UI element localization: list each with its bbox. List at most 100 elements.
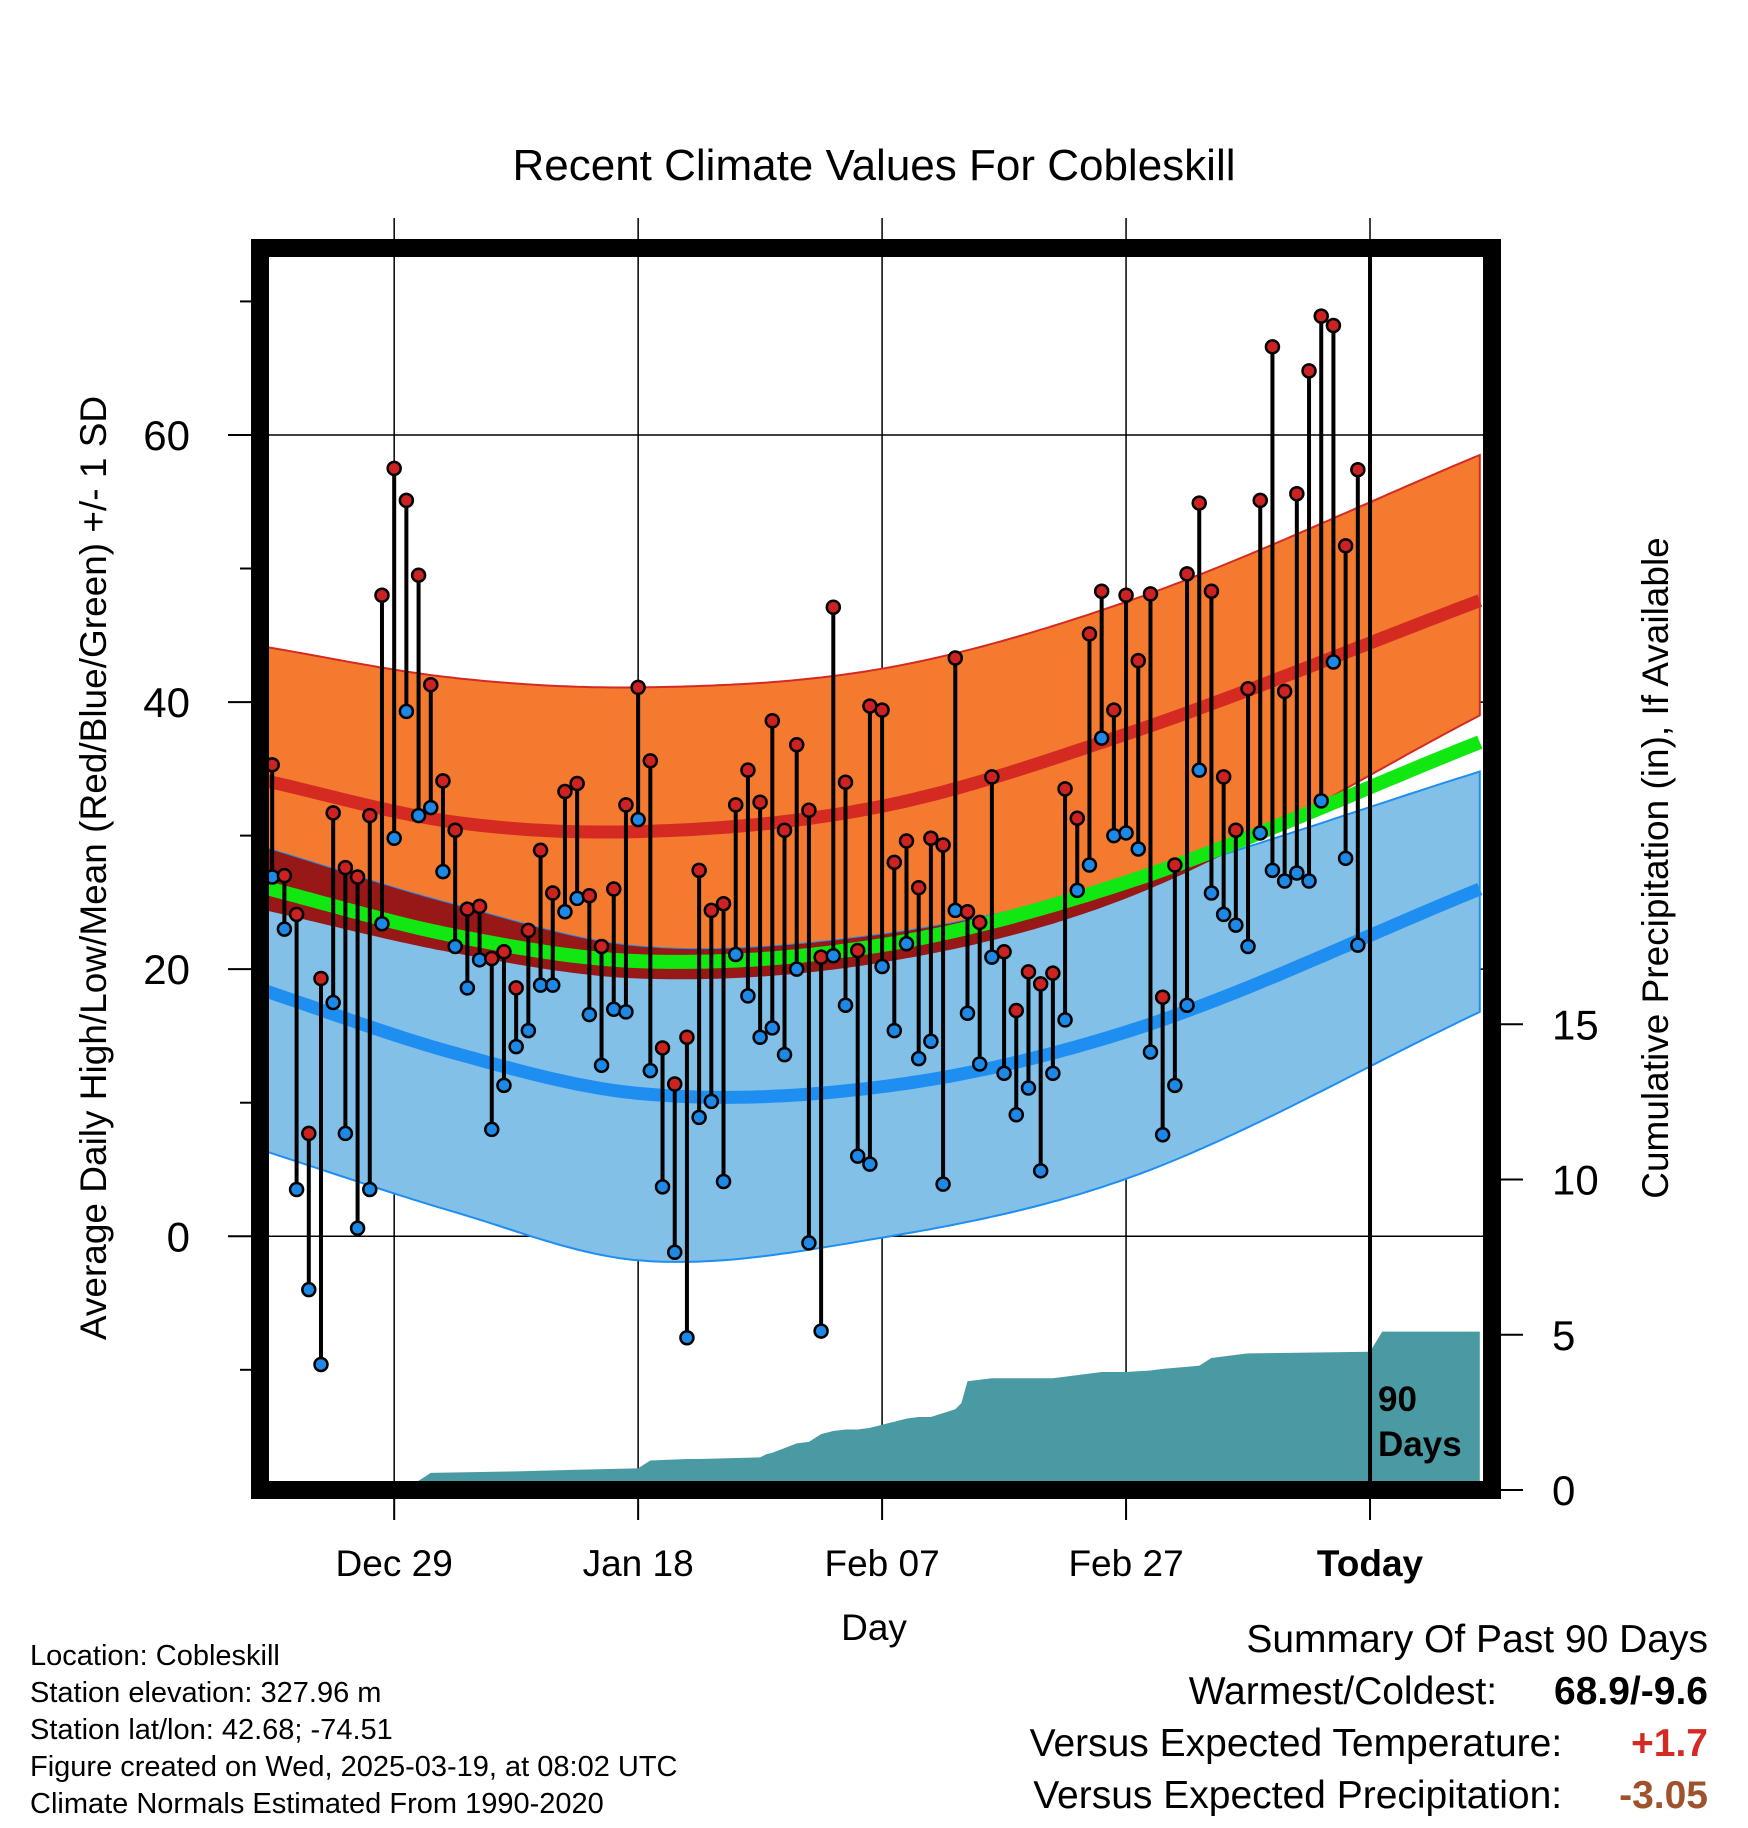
daily-low-point — [1313, 793, 1329, 809]
daily-high-point — [1276, 683, 1293, 700]
daily-low-point — [1045, 1065, 1061, 1082]
location-text: Location: Cobleskill — [30, 1640, 280, 1672]
x-tick-label: Jan 18 — [583, 1543, 694, 1584]
created-text: Figure created on Wed, 2025-03-19, at 08… — [30, 1751, 678, 1783]
daily-high-point — [508, 980, 524, 996]
daily-high-point — [1252, 492, 1268, 509]
latlon-text: Station lat/lon: 42.68; -74.51 — [30, 1714, 393, 1746]
daily-high-point — [1057, 781, 1073, 797]
daily-low-point — [874, 958, 890, 975]
daily-low-point — [1130, 841, 1147, 857]
daily-low-point — [471, 952, 488, 968]
daily-low-point — [1337, 850, 1354, 867]
daily-low-point — [630, 811, 646, 828]
daily-low-point — [984, 949, 1000, 965]
warmest-coldest-label: Warmest/Coldest: — [1188, 1670, 1498, 1713]
daily-low-point — [862, 1156, 878, 1172]
y-tick-label: 20 — [143, 946, 190, 993]
daily-high-point — [1020, 964, 1037, 980]
temp-value: +1.7 — [1631, 1722, 1708, 1765]
daily-low-point — [605, 1001, 622, 1017]
plot-area: 90 Days — [251, 218, 1501, 1499]
daily-high-point — [1154, 989, 1171, 1005]
daily-low-point — [996, 1065, 1012, 1082]
daily-high-point — [1069, 810, 1086, 827]
daily-high-point — [947, 650, 964, 666]
daily-low-point — [520, 1022, 537, 1039]
daily-high-point — [325, 805, 341, 821]
y-tick-label: 40 — [143, 679, 190, 726]
daily-high-point — [898, 833, 915, 849]
x-tick-label: Today — [1317, 1543, 1424, 1584]
daily-low-point — [776, 1046, 793, 1063]
daily-high-point — [1289, 485, 1305, 502]
daily-low-point — [971, 1056, 988, 1072]
precip-label: Versus Expected Precipitation: — [1033, 1774, 1563, 1817]
daily-low-point — [849, 1148, 866, 1164]
daily-low-point — [886, 1022, 903, 1039]
y2-axis-label: Cumulative Precipitation (in), If Availa… — [1635, 537, 1676, 1199]
daily-high-point — [1191, 495, 1207, 511]
x-tick-label: Feb 27 — [1068, 1543, 1183, 1584]
daily-low-point — [666, 1244, 683, 1261]
precip-value: -3.05 — [1619, 1774, 1708, 1817]
daily-low-point — [545, 977, 561, 993]
daily-low-point — [374, 916, 390, 932]
daily-high-point — [1203, 583, 1220, 599]
daily-low-point — [703, 1093, 720, 1110]
daily-low-point — [1081, 857, 1098, 873]
daily-low-point — [1020, 1080, 1037, 1096]
daily-low-point — [1276, 873, 1293, 889]
daily-low-point — [1118, 825, 1134, 841]
daily-high-point — [313, 970, 329, 987]
summary-row-precip: Versus Expected Precipitation: -3.05 — [1030, 1774, 1708, 1826]
daily-low-point — [484, 1121, 500, 1138]
daily-high-point — [459, 901, 476, 917]
daily-low-point — [1301, 873, 1317, 889]
daily-low-point — [1252, 825, 1268, 841]
daily-high-point — [471, 898, 488, 915]
daily-high-point — [935, 837, 951, 853]
precip-area — [260, 1331, 1480, 1490]
summary-row-warmest: Warmest/Coldest: 68.9/-9.6 — [1030, 1670, 1708, 1722]
daily-high-point — [1264, 339, 1281, 355]
days-label-line1: 90 — [1378, 1380, 1417, 1419]
daily-low-point — [410, 807, 427, 824]
daily-low-point — [1154, 1127, 1171, 1143]
summary-panel: Summary Of Past 90 Days Warmest/Coldest:… — [1030, 1618, 1708, 1826]
daily-high-point — [1093, 583, 1110, 599]
daily-low-point — [435, 863, 451, 880]
daily-high-point — [776, 822, 793, 839]
daily-high-point — [1045, 965, 1061, 981]
daily-high-point — [337, 859, 354, 876]
plot-frame — [251, 239, 1501, 1499]
warmest-coldest-value: 68.9/-9.6 — [1554, 1670, 1708, 1713]
daily-low-point — [654, 1179, 671, 1195]
y-tick-label: 60 — [143, 412, 190, 459]
daily-high-point — [1130, 652, 1147, 669]
daily-high-point — [1350, 461, 1366, 478]
chart-title: Recent Climate Values For Cobleskill — [512, 141, 1235, 190]
daily-high-point — [825, 599, 842, 615]
daily-low-point — [447, 938, 463, 955]
daily-low-point — [801, 1235, 817, 1251]
y2-tick-label: 5 — [1552, 1312, 1575, 1359]
y2-tick-label: 0 — [1552, 1467, 1575, 1514]
y2-tick-label: 10 — [1552, 1157, 1599, 1204]
daily-high-point — [910, 879, 927, 896]
daily-high-point — [691, 862, 707, 879]
daily-high-point — [349, 869, 366, 885]
daily-high-point — [1081, 626, 1098, 642]
daily-low-point — [1142, 1044, 1159, 1060]
daily-high-point — [605, 881, 622, 897]
daily-low-point — [715, 1173, 732, 1190]
daily-low-point — [825, 948, 842, 964]
daily-low-point — [1350, 937, 1366, 953]
daily-high-point — [1106, 702, 1122, 718]
y2-tick-label: 15 — [1552, 1001, 1599, 1048]
daily-low-point — [301, 1281, 317, 1298]
daily-low-point — [935, 1176, 951, 1192]
summary-row-temp: Versus Expected Temperature: +1.7 — [1030, 1722, 1708, 1774]
daily-low-point — [1191, 762, 1207, 778]
